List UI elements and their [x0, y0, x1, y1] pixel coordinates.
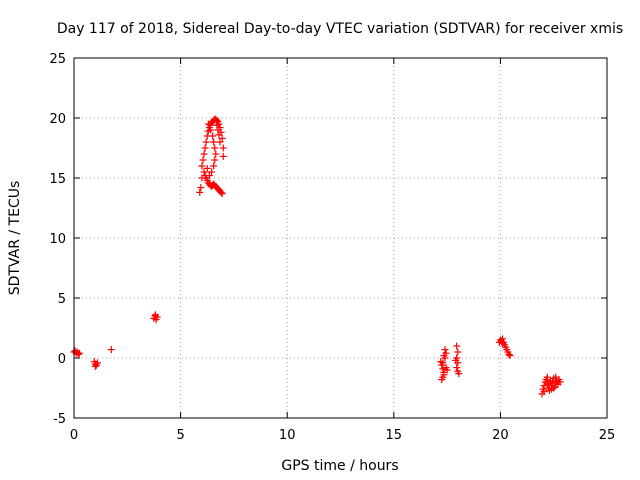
data-point: [545, 386, 553, 394]
data-point: [205, 172, 213, 180]
grid: [74, 58, 607, 418]
data-point: [107, 346, 115, 354]
x-tick-labels: 0 5 10 15 20 25: [70, 428, 615, 443]
data-point: [440, 352, 448, 360]
data-point: [214, 126, 222, 134]
data-point: [93, 359, 101, 367]
y-tick-label: 25: [49, 52, 66, 67]
data-point: [452, 356, 460, 364]
data-point: [219, 152, 227, 160]
data-points: [70, 115, 564, 398]
data-point: [455, 370, 463, 378]
data-point: [199, 156, 207, 164]
data-point: [200, 168, 208, 176]
x-tick-label: 15: [386, 428, 403, 443]
data-point: [454, 348, 462, 356]
data-point: [506, 352, 514, 360]
data-point: [211, 156, 219, 164]
data-point: [208, 168, 216, 176]
data-point: [540, 388, 548, 396]
y-axis-label: SDTVAR / TECUs: [7, 181, 23, 296]
chart-title: Day 117 of 2018, Sidereal Day-to-day VTE…: [57, 21, 623, 37]
data-point: [197, 184, 205, 192]
x-tick-label: 20: [492, 428, 509, 443]
data-point: [202, 138, 210, 146]
data-point: [550, 384, 558, 392]
y-tick-label: -5: [53, 412, 66, 427]
x-axis-label: GPS time / hours: [281, 458, 398, 474]
data-point: [216, 138, 224, 146]
data-point: [211, 144, 219, 152]
data-point: [215, 131, 223, 139]
y-tick-label: 10: [49, 232, 66, 247]
data-point: [549, 378, 557, 386]
data-point: [206, 126, 214, 134]
y-tick-label: 15: [49, 172, 66, 187]
data-point: [453, 364, 461, 372]
data-point: [218, 134, 226, 142]
data-point: [543, 373, 551, 381]
data-point: [499, 335, 507, 343]
y-tick-labels: -5 0 5 10 15 20 25: [49, 52, 66, 427]
y-tick-label: 20: [49, 112, 66, 127]
data-point: [91, 362, 99, 370]
x-tick-label: 5: [176, 428, 184, 443]
data-point: [556, 378, 564, 386]
data-point: [443, 366, 451, 374]
data-point: [198, 162, 206, 170]
x-tick-label: 25: [599, 428, 616, 443]
x-tick-label: 0: [70, 428, 78, 443]
x-tick-label: 10: [279, 428, 296, 443]
y-tick-label: 5: [58, 292, 66, 307]
data-point: [210, 162, 218, 170]
data-point: [212, 150, 220, 158]
data-point: [540, 382, 548, 390]
data-point: [505, 350, 513, 358]
data-point: [440, 371, 448, 379]
data-point: [209, 132, 217, 140]
data-point: [196, 188, 204, 196]
data-point: [151, 311, 159, 319]
data-point: [74, 350, 82, 358]
y-tick-label: 0: [58, 352, 66, 367]
data-point: [204, 120, 212, 128]
data-point: [439, 359, 447, 367]
data-point: [203, 164, 211, 172]
plot-frame: [73, 57, 608, 419]
data-point: [217, 188, 225, 196]
data-point: [210, 138, 218, 146]
data-point: [439, 365, 447, 373]
data-point: [552, 373, 560, 381]
data-point: [200, 150, 208, 158]
data-point: [441, 346, 449, 354]
data-point: [201, 144, 209, 152]
axis-ticks: [73, 57, 608, 419]
data-point: [219, 144, 227, 152]
data-point: [75, 349, 83, 357]
data-point: [438, 376, 446, 384]
data-point: [213, 121, 221, 129]
data-point: [453, 342, 461, 350]
data-point: [218, 190, 226, 198]
